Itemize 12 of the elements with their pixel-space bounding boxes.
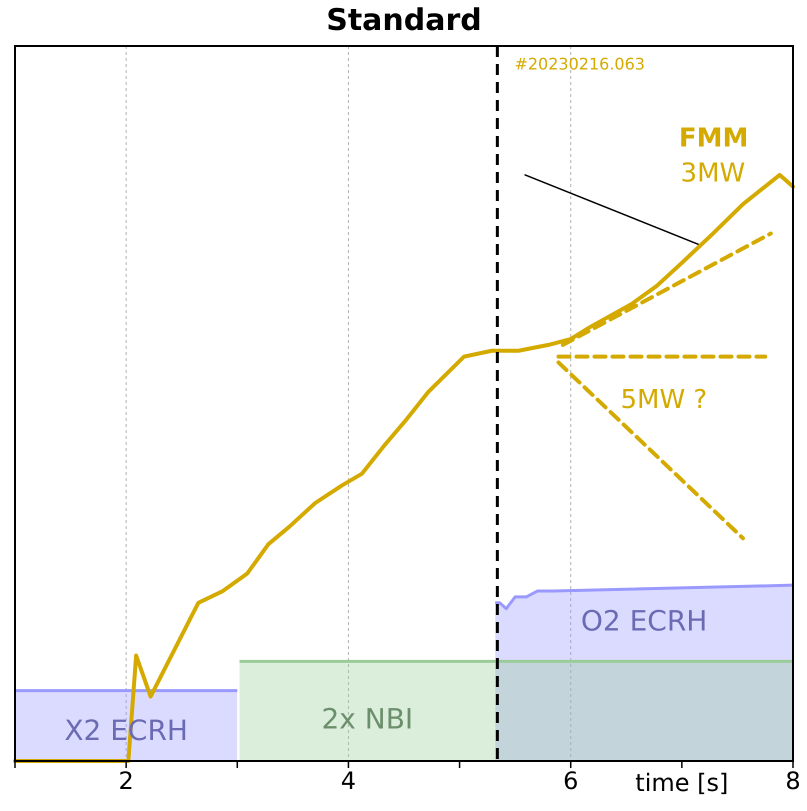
x-axis-title: time [s] xyxy=(635,769,728,798)
x-tick-label: 8 xyxy=(785,767,801,796)
text: #20230216.063 xyxy=(514,54,645,74)
x-tick-label: 4 xyxy=(340,767,356,796)
series-label: 2x NBI xyxy=(321,702,414,736)
annotation: 3MW xyxy=(680,158,746,188)
x-tick-label: 6 xyxy=(563,767,578,796)
series-label: O2 ECRH xyxy=(580,604,708,638)
chart-title: Standard xyxy=(326,2,482,38)
annotation: 5MW ? xyxy=(620,385,708,416)
x-tick-label: 2 xyxy=(118,767,134,796)
series-label: FMM xyxy=(678,124,748,154)
